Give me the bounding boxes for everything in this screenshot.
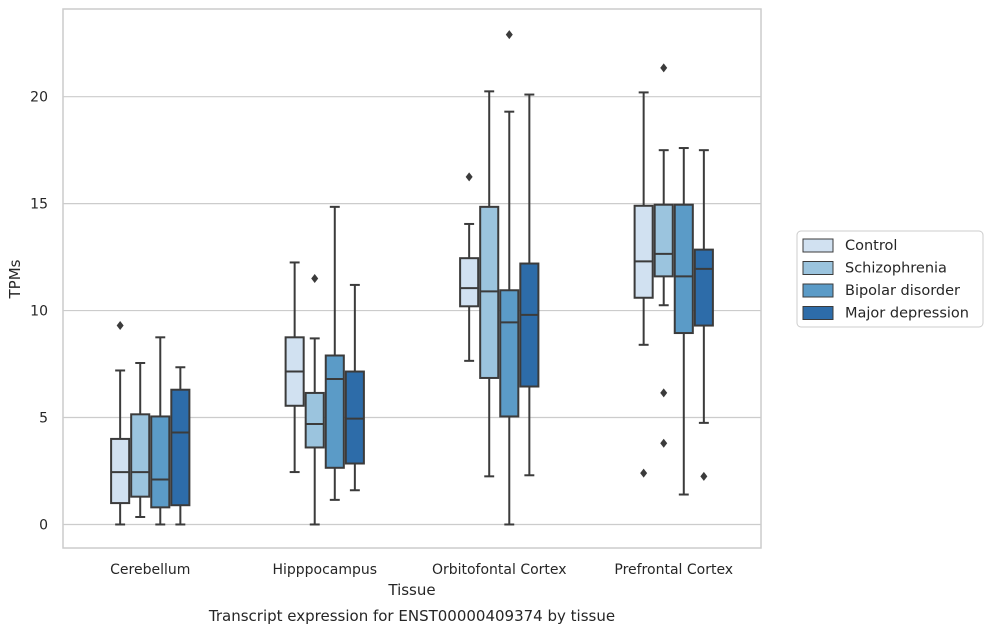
boxes <box>110 30 714 526</box>
y-axis-title: TPMs <box>6 259 24 299</box>
legend-swatch <box>802 238 834 253</box>
box-body <box>304 391 325 449</box>
legend-label: Schizophrenia <box>845 261 947 277</box>
outlier-point <box>640 468 648 478</box>
box-body <box>170 388 191 507</box>
outlier-point <box>465 172 473 182</box>
outlier-point <box>505 30 513 40</box>
box-major-depression <box>519 93 540 477</box>
legend: Control Schizophrenia Bipolar disorder Majo… <box>796 230 984 328</box>
box-schizophrenia <box>304 274 325 526</box>
x-tick-labels: Cerebellum Hipppocampus Orbitofontal Corte… <box>110 562 733 578</box>
box-body <box>499 289 520 418</box>
plot-frame <box>62 8 762 549</box>
box-body <box>479 205 500 379</box>
box-body <box>150 415 171 509</box>
box-control <box>633 91 654 478</box>
y-tick-labels: 0 5 10 15 20 <box>30 90 48 534</box>
box-bipolar-disorder <box>499 30 520 526</box>
box-major-depression <box>344 283 365 492</box>
box-schizophrenia <box>479 90 500 478</box>
y-tick-label: 0 <box>39 517 48 533</box>
box-control <box>459 172 480 362</box>
box-control <box>284 261 305 474</box>
box-body <box>653 203 674 278</box>
box-body <box>633 204 654 299</box>
outlier-point <box>700 471 708 481</box>
outlier-point <box>660 63 668 73</box>
box-major-depression <box>170 366 191 526</box>
outlier-point <box>116 321 124 331</box>
legend-swatch <box>802 283 834 298</box>
box-schizophrenia <box>130 361 151 518</box>
box-body <box>344 370 365 465</box>
y-tick-label: 10 <box>30 304 48 320</box>
x-axis-title: Tissue <box>387 581 435 599</box>
box-body <box>130 413 151 498</box>
box-body <box>519 262 540 388</box>
y-tick-label: 15 <box>30 197 48 213</box>
box-body <box>459 257 480 308</box>
legend-label: Control <box>845 238 897 254</box>
box-body <box>110 437 131 505</box>
box-bipolar-disorder <box>150 336 171 526</box>
box-bipolar-disorder <box>324 205 345 501</box>
box-schizophrenia <box>653 63 674 448</box>
x-tick-label: Orbitofontal Cortex <box>432 562 567 578</box>
x-tick-label: Prefrontal Cortex <box>614 562 733 578</box>
x-tick-label: Hipppocampus <box>272 562 377 578</box>
x-tick-label: Cerebellum <box>110 562 190 578</box>
box-bipolar-disorder <box>673 147 694 496</box>
legend-swatch <box>802 306 834 320</box>
box-body <box>324 354 345 469</box>
outlier-point <box>660 388 668 398</box>
box-body <box>673 203 694 335</box>
box-major-depression <box>693 149 714 481</box>
box-control <box>110 321 131 526</box>
box-body <box>693 248 714 327</box>
legend-frame <box>796 230 984 328</box>
outlier-point <box>311 274 319 283</box>
legend-swatch <box>802 261 834 275</box>
y-tick-label: 5 <box>39 411 48 427</box>
legend-label: Bipolar disorder <box>845 283 960 299</box>
y-tick-label: 20 <box>30 90 48 106</box>
outlier-point <box>660 438 668 448</box>
legend-label: Major depression <box>845 306 969 322</box>
chart-caption: Transcript expression for ENST0000040937… <box>208 607 615 625</box>
